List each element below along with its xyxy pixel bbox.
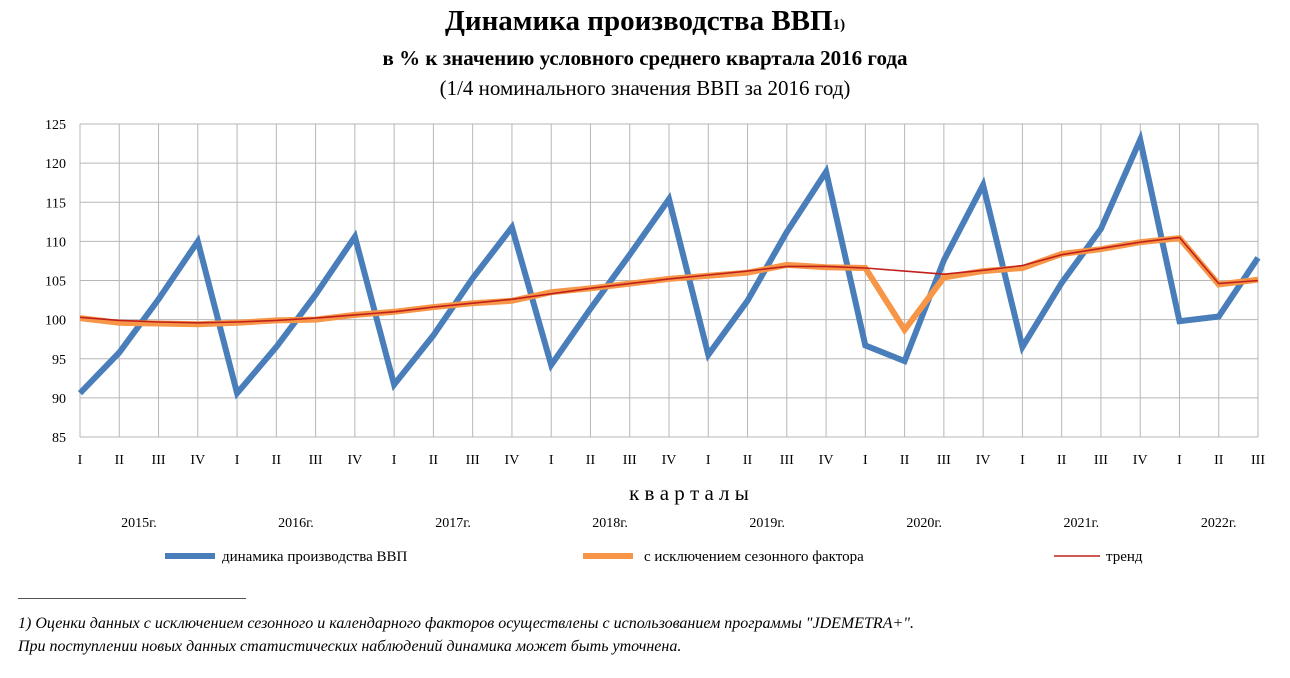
footnote-line-1: 1) Оценки данных с исключением сезонного… bbox=[18, 615, 914, 632]
year-label: 2017г. bbox=[435, 516, 471, 531]
x-axis-label: к в а р т а л ы bbox=[629, 481, 749, 505]
legend-label-seasonal: с исключением сезонного фактора bbox=[644, 549, 864, 565]
x-tick-label: I bbox=[1020, 453, 1025, 468]
x-tick-label: III bbox=[780, 453, 794, 468]
y-tick-label: 115 bbox=[46, 196, 66, 211]
y-tick-label: 95 bbox=[52, 353, 66, 368]
x-tick-label: II bbox=[272, 453, 282, 468]
x-tick-label: I bbox=[235, 453, 240, 468]
x-tick-label: II bbox=[743, 453, 753, 468]
x-tick-label: III bbox=[623, 453, 637, 468]
year-label: 2015г. bbox=[121, 516, 157, 531]
title-footnote-mark: 1) bbox=[832, 17, 846, 33]
series-line-trend bbox=[79, 236, 1259, 324]
legend-label-gdp: динамика производства ВВП bbox=[222, 549, 408, 565]
x-tick-label: III bbox=[937, 453, 951, 468]
x-tick-label: III bbox=[1251, 453, 1265, 468]
year-label: 2018г. bbox=[592, 516, 628, 531]
x-tick-label: I bbox=[78, 453, 83, 468]
x-tick-label: IV bbox=[819, 453, 834, 468]
legend: динамика производства ВВП с исключением с… bbox=[165, 549, 1143, 565]
y-tick-label: 90 bbox=[52, 392, 66, 407]
footnote: 1) Оценки данных с исключением сезонного… bbox=[18, 612, 1280, 658]
footnote-divider bbox=[18, 598, 246, 599]
chart-subtitle-note: (1/4 номинального значения ВВП за 2016 г… bbox=[439, 76, 851, 100]
chart-title: Динамика производства ВВП1) bbox=[444, 5, 846, 37]
x-tick-label: IV bbox=[347, 453, 362, 468]
x-tick-label: II bbox=[586, 453, 596, 468]
y-tick-label: 110 bbox=[46, 235, 66, 250]
x-tick-label: II bbox=[900, 453, 910, 468]
x-tick-label: III bbox=[466, 453, 480, 468]
x-tick-label: I bbox=[1177, 453, 1182, 468]
year-label: 2022г. bbox=[1201, 516, 1237, 531]
y-tick-label: 125 bbox=[45, 118, 66, 133]
x-tick-label: IV bbox=[976, 453, 991, 468]
y-tick-label: 120 bbox=[45, 157, 66, 172]
x-tick-label: I bbox=[863, 453, 868, 468]
x-tick-label: II bbox=[115, 453, 125, 468]
x-tick-label: I bbox=[549, 453, 554, 468]
x-tick-label: III bbox=[1094, 453, 1108, 468]
x-tick-label: II bbox=[429, 453, 439, 468]
y-tick-label: 100 bbox=[45, 314, 66, 329]
x-tick-label: III bbox=[152, 453, 166, 468]
year-label: 2019г. bbox=[749, 516, 785, 531]
year-label: 2021г. bbox=[1063, 516, 1099, 531]
x-tick-label: II bbox=[1214, 453, 1224, 468]
y-tick-label: 105 bbox=[45, 275, 66, 290]
x-tick-label: I bbox=[706, 453, 711, 468]
series-line-gdp bbox=[77, 130, 1261, 400]
x-tick-label: IV bbox=[662, 453, 677, 468]
x-tick-label: I bbox=[392, 453, 397, 468]
y-tick-label: 85 bbox=[52, 431, 66, 446]
x-tick-label: II bbox=[1057, 453, 1067, 468]
x-tick-label: IV bbox=[1133, 453, 1148, 468]
footnote-line-2: При поступлении новых данных статистичес… bbox=[18, 638, 682, 655]
legend-label-trend: тренд bbox=[1106, 549, 1143, 565]
year-label: 2016г. bbox=[278, 516, 314, 531]
x-tick-label: IV bbox=[190, 453, 205, 468]
x-tick-label: III bbox=[309, 453, 323, 468]
chart-subtitle: в % к значению условного среднего кварта… bbox=[382, 46, 908, 70]
year-label: 2020г. bbox=[906, 516, 942, 531]
x-tick-label: IV bbox=[505, 453, 520, 468]
